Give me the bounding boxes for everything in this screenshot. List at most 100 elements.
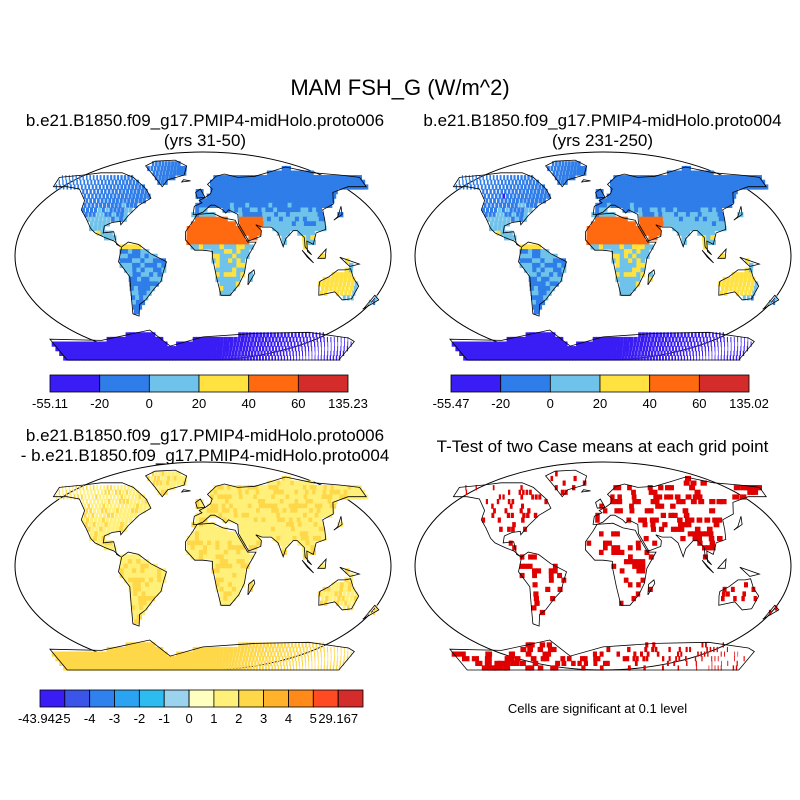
grid-cell [735,355,738,361]
grid-cell [337,212,344,218]
grid-cell [677,651,680,657]
grid-cell [335,665,338,671]
grid-cell [658,503,665,509]
grid-cell [718,193,725,199]
grid-cell [637,202,643,208]
grid-cell [496,175,498,181]
grid-cell [607,221,612,227]
grid-cell [713,522,720,528]
grid-cell [146,286,152,292]
grid-cell [344,267,349,273]
grid-cell [715,179,723,185]
grid-cell [716,175,724,181]
grid-cell [120,175,123,181]
grid-cell [116,175,120,181]
grid-cell [739,276,744,282]
grid-cell [516,175,520,181]
grid-cell [94,221,98,227]
grid-cell [513,175,516,181]
grid-cell [318,512,325,518]
grid-cell [289,350,291,356]
grid-cell [557,276,563,282]
grid-cell [741,286,745,292]
grid-cell [527,563,533,569]
grid-cell [232,656,236,662]
grid-cell [689,175,696,181]
grid-cell [176,346,182,352]
grid-cell [623,244,629,250]
grid-cell [706,175,713,181]
grid-cell [149,582,155,588]
grid-cell [209,660,213,666]
grid-cell [245,202,251,208]
grid-cell [320,646,322,653]
grid-cell [215,660,220,666]
grid-cell [339,276,344,282]
grid-cell [153,267,158,273]
grid-cell [513,193,517,199]
grid-cell [186,230,192,236]
grid-cell [250,526,256,532]
grid-cell [145,350,151,356]
grid-cell [603,226,608,232]
grid-cell [679,202,686,208]
grid-cell [622,202,627,208]
grid-cell [219,591,224,597]
grid-cell [211,559,217,565]
grid-cell [744,267,749,273]
grid-cell [110,175,113,181]
grid-cell [592,341,597,347]
grid-cell [623,341,627,347]
grid-cell [644,646,648,653]
grid-cell [102,494,105,500]
grid-cell [266,216,273,222]
grid-cell [678,184,685,190]
grid-cell [542,286,548,292]
grid-cell [137,286,144,292]
grid-cell [299,193,306,199]
panel-ttest-title-line1: T-Test of two Case means at each grid po… [436,437,769,456]
grid-cell [207,554,212,560]
grid-cell [219,577,225,583]
grid-cell [334,591,338,597]
grid-cell [232,244,237,250]
grid-cell [114,512,118,518]
grid-cell [623,258,629,264]
grid-cell [106,646,113,653]
grid-cell [113,517,117,523]
grid-cell [308,355,310,361]
grid-cell [229,508,235,514]
grid-cell [283,642,287,648]
grid-cell [219,290,224,296]
grid-cell [606,193,612,199]
grid-cell [70,494,72,500]
grid-cell [616,175,622,181]
grid-cell [532,244,537,250]
grid-cell [338,281,342,287]
grid-cell [278,212,284,218]
grid-cell [332,665,335,671]
grid-cell [150,332,156,338]
grid-cell [324,346,325,352]
grid-cell [231,540,237,546]
grid-cell [178,355,183,361]
grid-cell [531,295,537,301]
grid-cell [627,582,633,588]
grid-cell [524,212,528,218]
grid-cell [283,531,290,537]
grid-cell [109,517,113,523]
grid-cell [704,226,711,232]
grid-cell [619,226,625,232]
grid-cell [342,605,346,611]
grid-cell [159,665,165,671]
grid-cell [644,549,650,555]
grid-cell [335,355,338,361]
grid-cell [125,355,132,361]
grid-cell [79,179,82,185]
grid-cell [623,262,629,269]
coastline-0 [452,172,552,248]
grid-cell [83,193,87,199]
grid-cell [720,336,722,343]
grid-cell [229,202,235,208]
grid-cell [227,549,233,555]
